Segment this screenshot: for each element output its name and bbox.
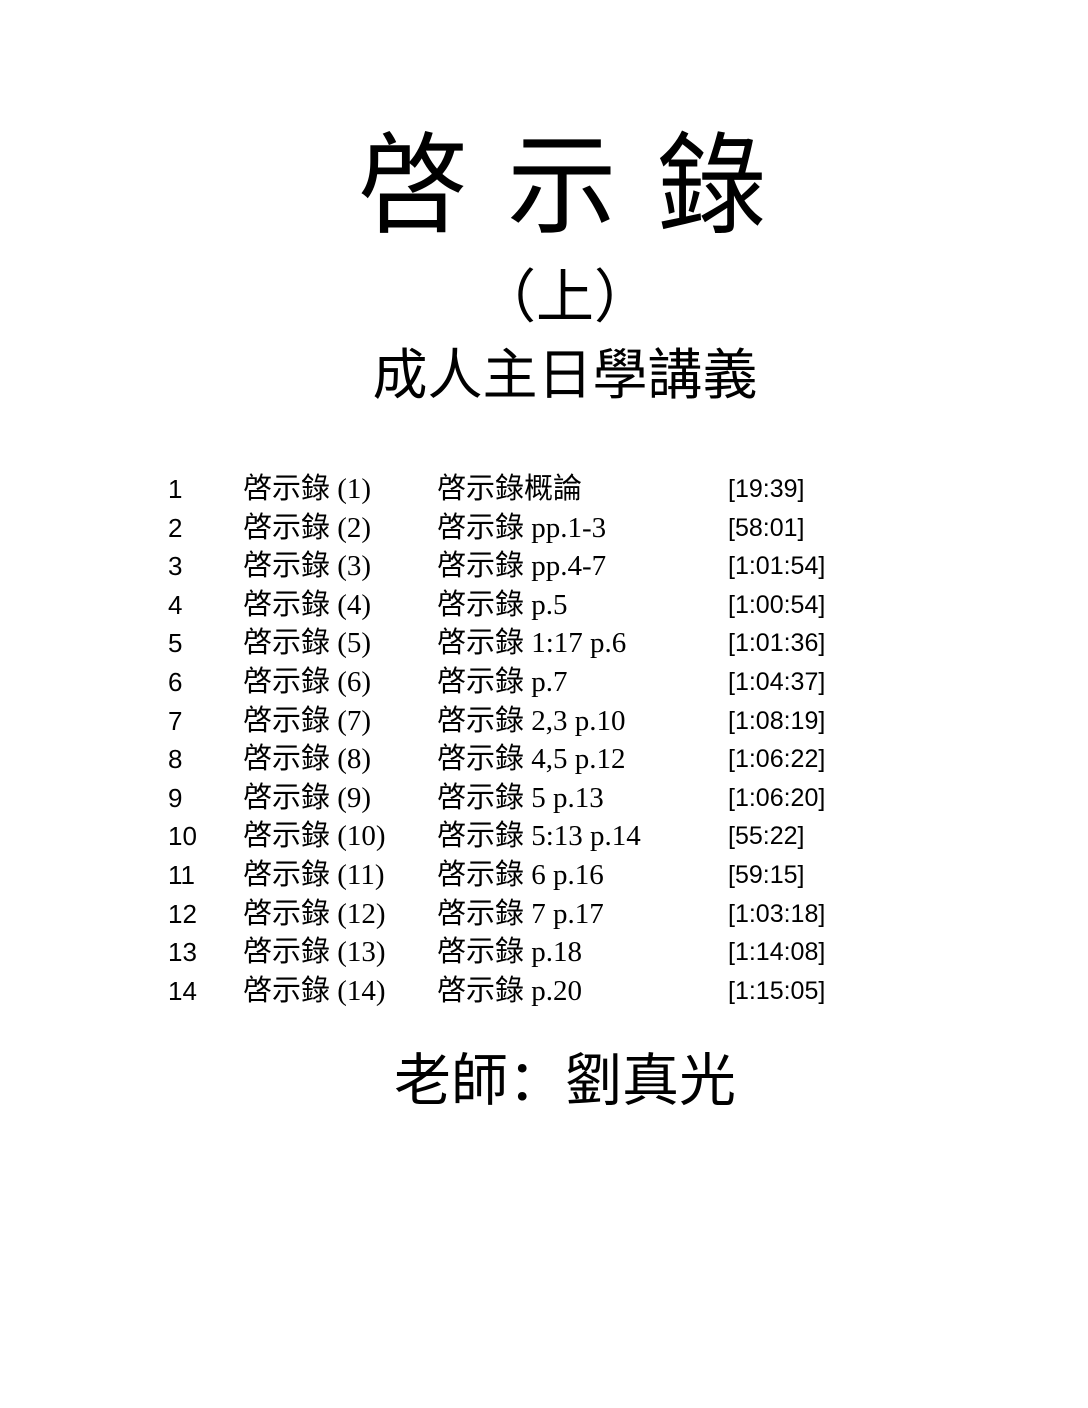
lesson-title: 啓示錄 (2) xyxy=(243,511,372,544)
lesson-number: 3 xyxy=(168,551,183,582)
lesson-row: 5 啓示錄 (5) 啓示錄 1:17 p.6 [1:01:36] xyxy=(0,624,1088,663)
lesson-title: 啓示錄 (13) xyxy=(243,936,386,969)
lesson-topic: 啓示錄 5:13 p.14 xyxy=(437,820,641,853)
lesson-number: 8 xyxy=(168,744,183,775)
lesson-duration: [1:15:05] xyxy=(728,976,826,1005)
lesson-duration: [1:06:20] xyxy=(728,783,826,812)
lesson-title: 啓示錄 (1) xyxy=(243,473,372,505)
lesson-number: 14 xyxy=(168,975,197,1006)
lesson-topic: 啓示錄 p.5 xyxy=(437,588,568,621)
lesson-topic: 啓示錄 p.20 xyxy=(437,974,583,1007)
lesson-list: 1 啓示錄 (1) 啓示錄概論 [19:39] 2 啓示錄 (2) 啓示錄 pp… xyxy=(0,470,1088,1010)
document-title: 啓 示 錄 xyxy=(357,126,773,248)
lesson-duration: [1:01:54] xyxy=(728,552,826,581)
teacher-line: 老師：劉真光 xyxy=(394,1050,736,1113)
lesson-title: 啓示錄 (3) xyxy=(243,550,372,583)
lesson-title: 啓示錄 (4) xyxy=(243,588,372,621)
lesson-topic: 啓示錄 p.18 xyxy=(437,936,583,969)
lesson-topic: 啓示錄 pp.4-7 xyxy=(437,550,607,583)
lesson-number: 9 xyxy=(168,782,183,813)
lesson-number: 6 xyxy=(168,666,183,697)
lesson-duration: [1:03:18] xyxy=(728,899,826,928)
lesson-number: 12 xyxy=(168,898,197,929)
lesson-number: 10 xyxy=(168,821,197,852)
lesson-topic: 啓示錄概論 xyxy=(437,473,583,505)
lesson-title: 啓示錄 (14) xyxy=(243,974,386,1007)
lesson-title: 啓示錄 (5) xyxy=(243,627,372,660)
lesson-duration: [58:01] xyxy=(728,513,805,542)
lesson-topic: 啓示錄 6 p.16 xyxy=(437,858,604,891)
lesson-duration: [1:06:22] xyxy=(728,745,826,774)
lesson-title: 啓示錄 (8) xyxy=(243,743,372,776)
lesson-duration: [1:01:36] xyxy=(728,629,826,658)
lesson-row: 12 啓示錄 (12) 啓示錄 7 p.17 [1:03:18] xyxy=(0,895,1088,934)
lesson-row: 6 啓示錄 (6) 啓示錄 p.7 [1:04:37] xyxy=(0,663,1088,702)
lesson-title: 啓示錄 (10) xyxy=(243,820,386,853)
lesson-number: 1 xyxy=(168,474,183,504)
lesson-duration: [55:22] xyxy=(728,822,805,851)
lesson-topic: 啓示錄 2,3 p.10 xyxy=(437,704,626,737)
lesson-row: 8 啓示錄 (8) 啓示錄 4,5 p.12 [1:06:22] xyxy=(0,740,1088,779)
lesson-title: 啓示錄 (6) xyxy=(243,665,372,698)
lesson-number: 7 xyxy=(168,705,183,736)
lesson-row: 1 啓示錄 (1) 啓示錄概論 [19:39] xyxy=(0,470,1088,509)
lesson-row: 7 啓示錄 (7) 啓示錄 2,3 p.10 [1:08:19] xyxy=(0,702,1088,741)
lesson-row: 13 啓示錄 (13) 啓示錄 p.18 [1:14:08] xyxy=(0,933,1088,972)
lesson-duration: [19:39] xyxy=(728,475,805,503)
lesson-number: 5 xyxy=(168,628,183,659)
lesson-topic: 啓示錄 5 p.13 xyxy=(437,781,604,814)
lesson-topic: 啓示錄 1:17 p.6 xyxy=(437,627,627,660)
lesson-title: 啓示錄 (12) xyxy=(243,897,386,930)
lesson-title: 啓示錄 (11) xyxy=(243,858,385,891)
lesson-row: 3 啓示錄 (3) 啓示錄 pp.4-7 [1:01:54] xyxy=(0,547,1088,586)
lesson-row: 9 啓示錄 (9) 啓示錄 5 p.13 [1:06:20] xyxy=(0,779,1088,818)
lesson-number: 13 xyxy=(168,937,197,968)
lesson-duration: [59:15] xyxy=(728,860,805,889)
lesson-topic: 啓示錄 p.7 xyxy=(437,665,568,698)
lesson-duration: [1:00:54] xyxy=(728,590,826,619)
lesson-topic: 啓示錄 pp.1-3 xyxy=(437,511,607,544)
lesson-row: 14 啓示錄 (14) 啓示錄 p.20 [1:15:05] xyxy=(0,972,1088,1011)
lesson-title: 啓示錄 (9) xyxy=(243,781,372,814)
lesson-number: 11 xyxy=(168,859,195,890)
lesson-duration: [1:08:19] xyxy=(728,706,826,735)
document-course-subtitle: 成人主日學講義 xyxy=(372,345,758,406)
lesson-row: 10 啓示錄 (10) 啓示錄 5:13 p.14 [55:22] xyxy=(0,817,1088,856)
lesson-title: 啓示錄 (7) xyxy=(243,704,372,737)
lesson-duration: [1:04:37] xyxy=(728,667,826,696)
lesson-topic: 啓示錄 7 p.17 xyxy=(437,897,604,930)
lesson-duration: [1:14:08] xyxy=(728,938,826,967)
lesson-number: 4 xyxy=(168,589,183,620)
lesson-row: 4 啓示錄 (4) 啓示錄 p.5 [1:00:54] xyxy=(0,586,1088,625)
lesson-number: 2 xyxy=(168,512,183,543)
document-part-label: （上） xyxy=(477,265,652,330)
lesson-row: 11 啓示錄 (11) 啓示錄 6 p.16 [59:15] xyxy=(0,856,1088,895)
lesson-row: 2 啓示錄 (2) 啓示錄 pp.1-3 [58:01] xyxy=(0,509,1088,548)
lesson-topic: 啓示錄 4,5 p.12 xyxy=(437,743,626,776)
